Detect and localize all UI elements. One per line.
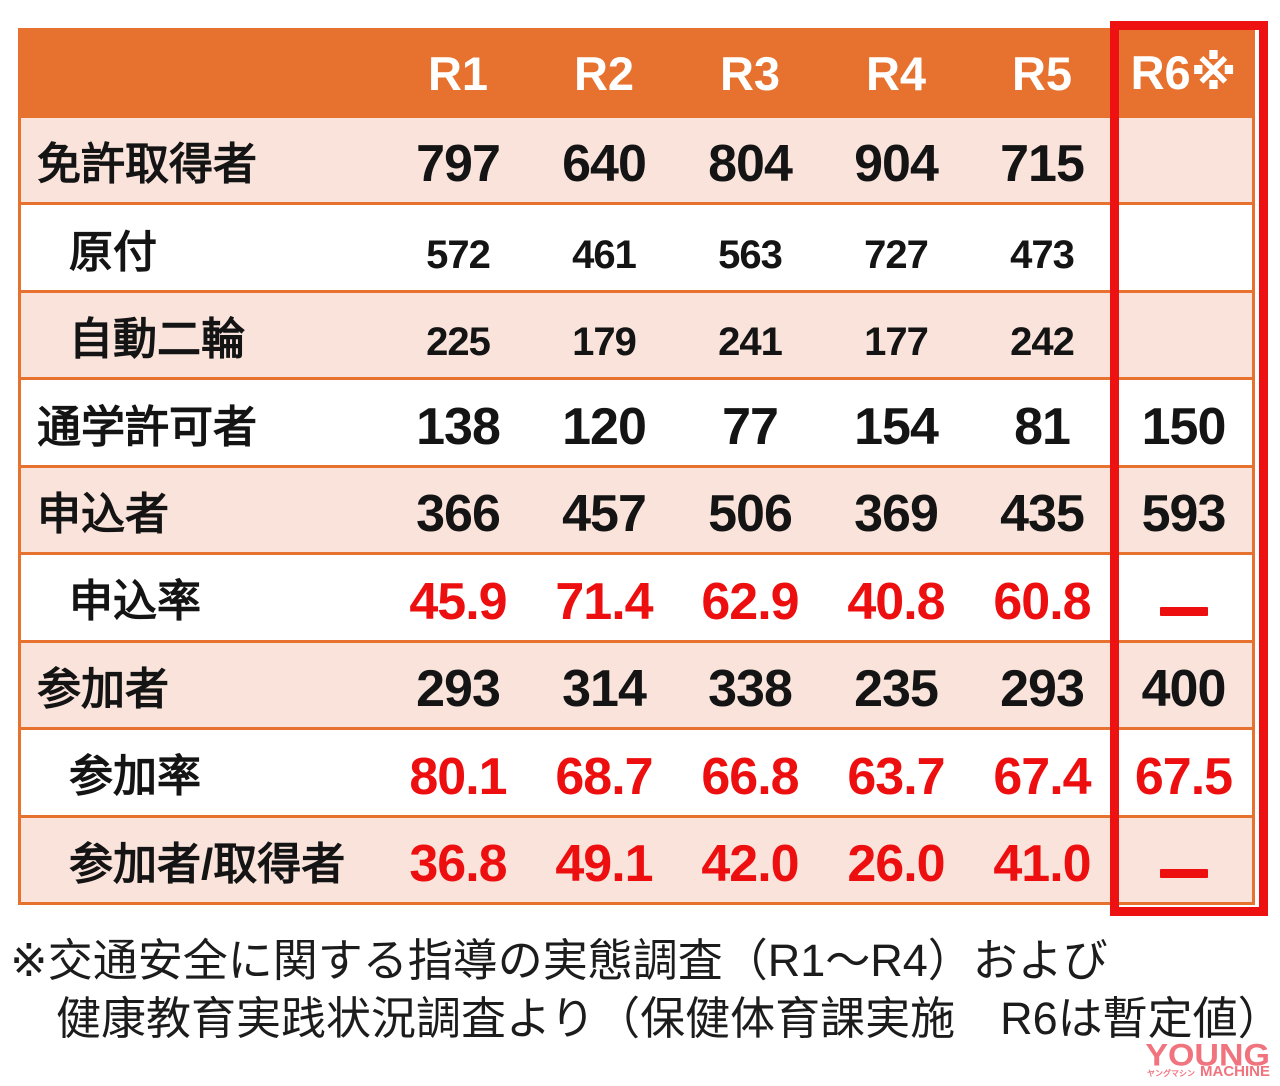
cell-value: 49.1 xyxy=(531,814,677,902)
cell-value: 797 xyxy=(385,115,531,203)
row-label: 参加者/取得者 xyxy=(21,814,385,902)
header-col-2: R2 xyxy=(531,31,677,115)
cell-value: 179 xyxy=(531,289,677,378)
cell-value: 369 xyxy=(823,464,969,553)
cell-value: 506 xyxy=(677,464,823,553)
cell-value: 225 xyxy=(385,289,531,378)
cell-value: 593 xyxy=(1115,464,1252,553)
header-empty-cell xyxy=(21,31,385,115)
cell-value: 640 xyxy=(531,115,677,203)
cell-value: 63.7 xyxy=(823,727,969,815)
cell-value: 71.4 xyxy=(531,552,677,640)
row-label: 参加者 xyxy=(21,639,385,728)
cell-value: 235 xyxy=(823,639,969,728)
row-label: 自動二輪 xyxy=(21,289,385,378)
cell-value: 572 xyxy=(385,202,531,290)
cell-value: 715 xyxy=(969,115,1115,203)
row-label: 通学許可者 xyxy=(21,377,385,465)
dash-placeholder xyxy=(1159,606,1208,616)
cell-value: 67.4 xyxy=(969,727,1115,815)
cell-value xyxy=(1115,202,1252,290)
cell-value: 435 xyxy=(969,464,1115,553)
cell-value: 138 xyxy=(385,377,531,465)
cell-value xyxy=(1115,115,1252,203)
cell-value: 80.1 xyxy=(385,727,531,815)
row-label: 申込者 xyxy=(21,464,385,553)
footnote: ※交通安全に関する指導の実態調査（R1～R4）および 健康教育実践状況調査より（… xyxy=(10,932,1280,1048)
cell-value xyxy=(1115,552,1252,640)
cell-value: 67.5 xyxy=(1115,727,1252,815)
cell-value: 120 xyxy=(531,377,677,465)
logo-subline: ヤングマシン MACHINE xyxy=(1145,1064,1270,1079)
cell-value: 60.8 xyxy=(969,552,1115,640)
cell-value: 461 xyxy=(531,202,677,290)
cell-value: 68.7 xyxy=(531,727,677,815)
header-col-5: R5 xyxy=(969,31,1115,115)
row-label: 申込率 xyxy=(21,552,385,640)
header-col-4: R4 xyxy=(823,31,969,115)
young-machine-logo: YOUNG ヤングマシン MACHINE xyxy=(1145,1037,1270,1079)
footnote-line-2: 健康教育実践状況調査より（保健体育課実施 R6は暫定値） xyxy=(56,993,1280,1044)
logo-young-text: YOUNG xyxy=(1145,1037,1270,1073)
cell-value: 36.8 xyxy=(385,814,531,902)
footnote-line-1: ※交通安全に関する指導の実態調査（R1～R4）および xyxy=(10,935,1108,986)
cell-value: 40.8 xyxy=(823,552,969,640)
row-label: 免許取得者 xyxy=(21,115,385,203)
cell-value: 473 xyxy=(969,202,1115,290)
cell-value: 42.0 xyxy=(677,814,823,902)
logo-katakana-text: ヤングマシン xyxy=(1147,1069,1195,1078)
cell-value: 366 xyxy=(385,464,531,553)
cell-value xyxy=(1115,289,1252,378)
cell-value: 26.0 xyxy=(823,814,969,902)
summary-table: R1 R2 R3 R4 R5 R6※ 免許取得者 797 640 804 904 715 原付 572 46… xyxy=(18,28,1255,905)
cell-value: 293 xyxy=(969,639,1115,728)
row-label: 参加率 xyxy=(21,727,385,815)
logo-machine-text: MACHINE xyxy=(1200,1063,1270,1080)
cell-value: 904 xyxy=(823,115,969,203)
cell-value: 563 xyxy=(677,202,823,290)
cell-value: 314 xyxy=(531,639,677,728)
dash-placeholder xyxy=(1159,868,1208,878)
cell-value: 41.0 xyxy=(969,814,1115,902)
cell-value: 400 xyxy=(1115,639,1252,728)
cell-value: 81 xyxy=(969,377,1115,465)
cell-value: 62.9 xyxy=(677,552,823,640)
cell-value: 457 xyxy=(531,464,677,553)
cell-value: 242 xyxy=(969,289,1115,378)
cell-value: 241 xyxy=(677,289,823,378)
cell-value: 150 xyxy=(1115,377,1252,465)
cell-value: 804 xyxy=(677,115,823,203)
cell-value: 45.9 xyxy=(385,552,531,640)
cell-value: 66.8 xyxy=(677,727,823,815)
header-col-6: R6※ xyxy=(1115,31,1252,115)
cell-value xyxy=(1115,814,1252,902)
cell-value: 154 xyxy=(823,377,969,465)
header-col-3: R3 xyxy=(677,31,823,115)
cell-value: 293 xyxy=(385,639,531,728)
cell-value: 177 xyxy=(823,289,969,378)
header-col-1: R1 xyxy=(385,31,531,115)
row-label: 原付 xyxy=(21,202,385,290)
cell-value: 77 xyxy=(677,377,823,465)
cell-value: 338 xyxy=(677,639,823,728)
cell-value: 727 xyxy=(823,202,969,290)
